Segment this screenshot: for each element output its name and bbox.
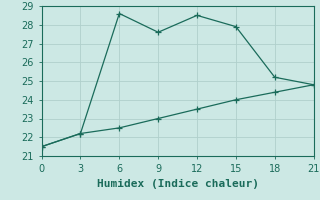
X-axis label: Humidex (Indice chaleur): Humidex (Indice chaleur) [97,179,259,189]
